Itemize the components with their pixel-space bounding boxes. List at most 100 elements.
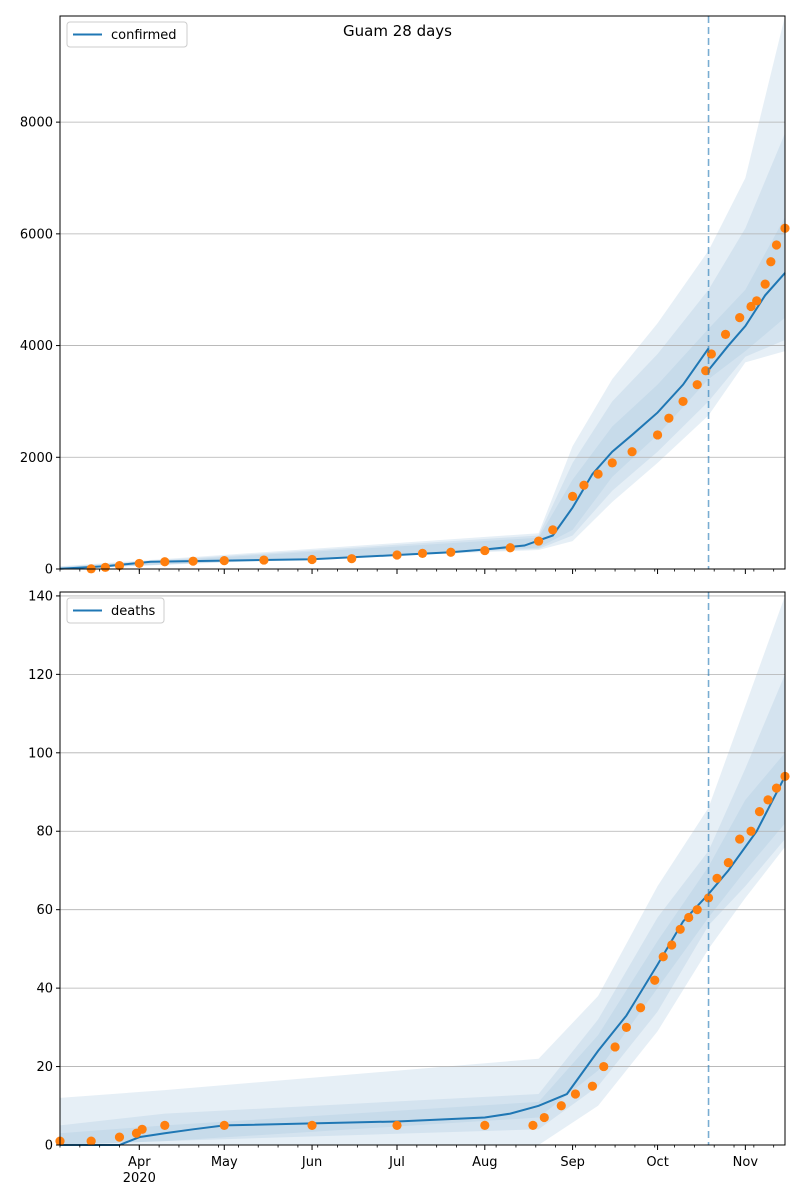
deaths-panel: 0 20 40 60 80 100 120 140 deaths — [28, 589, 790, 1154]
x-axis-month-labels: Apr May Jun Jul Aug Sep Oct Nov — [128, 1155, 758, 1170]
model-line-segment — [59, 347, 710, 570]
observed-point — [771, 240, 782, 250]
observed-point — [635, 1003, 646, 1013]
confirmed-panel: 0 2000 4000 6000 8000 confirmed Guam 28 days — [20, 15, 790, 578]
observed-point — [100, 562, 110, 572]
y-tick-label: 140 — [28, 589, 53, 604]
observed-point — [652, 430, 663, 440]
observed-point — [137, 1124, 147, 1134]
observed-point — [114, 561, 125, 571]
observed-point — [771, 783, 782, 793]
observed-point — [556, 1101, 566, 1111]
observed-point — [735, 834, 745, 844]
observed-point — [599, 1061, 609, 1072]
y-tick-label: 4000 — [20, 339, 53, 354]
confirmed-legend: confirmed — [66, 21, 188, 48]
observed-point — [86, 1136, 96, 1146]
observed-point — [259, 555, 269, 565]
observed-point — [650, 975, 660, 985]
x-month-label: Aug — [472, 1155, 497, 1170]
observed-point — [480, 1120, 490, 1130]
x-month-label: Apr — [128, 1155, 151, 1170]
confirmed-model-line — [59, 272, 786, 570]
confidence-band — [60, 674, 785, 1145]
x-month-label: Jun — [301, 1155, 322, 1170]
observed-point — [723, 858, 733, 868]
observed-point — [675, 924, 685, 934]
x-month-label: Sep — [560, 1155, 585, 1170]
observed-point — [752, 296, 762, 306]
confidence-band — [60, 16, 785, 569]
deaths-observed-points — [55, 771, 790, 1146]
observed-point — [627, 447, 637, 457]
observed-point — [114, 1132, 125, 1142]
observed-point — [678, 396, 688, 407]
observed-point — [219, 1120, 229, 1130]
observed-point — [539, 1112, 549, 1123]
confirmed-legend-label: confirmed — [111, 28, 177, 43]
observed-point — [570, 1089, 581, 1099]
y-tick-label: 0 — [45, 563, 53, 578]
observed-point — [417, 548, 428, 558]
y-tick-label: 0 — [45, 1139, 53, 1154]
observed-point — [307, 554, 317, 565]
observed-point — [160, 1120, 170, 1130]
observed-point — [760, 279, 770, 289]
observed-point — [480, 545, 490, 556]
y-tick-label: 40 — [36, 982, 53, 997]
observed-point — [754, 807, 765, 817]
confidence-band — [60, 217, 785, 569]
y-tick-label: 80 — [36, 825, 53, 840]
observed-point — [610, 1042, 620, 1052]
observed-point — [548, 525, 558, 535]
observed-point — [307, 1120, 317, 1130]
observed-point — [505, 543, 515, 553]
observed-point — [735, 313, 745, 323]
x-month-label: May — [211, 1155, 238, 1170]
confidence-band — [60, 752, 785, 1145]
deaths-legend: deaths — [66, 597, 165, 624]
deaths-confidence-bands — [60, 595, 785, 1145]
x-month-label: Nov — [733, 1155, 759, 1170]
observed-point — [607, 458, 617, 468]
observed-point — [392, 1120, 402, 1130]
observed-point — [712, 873, 722, 883]
observed-point — [692, 905, 702, 915]
observed-point — [579, 480, 589, 490]
observed-point — [658, 952, 668, 962]
y-tick-label: 8000 — [20, 116, 53, 131]
observed-point — [587, 1081, 598, 1091]
observed-point — [703, 893, 714, 903]
y-tick-label: 120 — [28, 668, 53, 683]
observed-point — [528, 1120, 538, 1130]
x-month-label: Jul — [388, 1155, 405, 1170]
confirmed-y-axis: 0 2000 4000 6000 8000 — [20, 116, 60, 578]
observed-point — [567, 491, 578, 501]
model-line-segment — [707, 272, 786, 371]
observed-point — [392, 550, 402, 560]
observed-point — [188, 556, 198, 566]
confirmed-plot-frame — [59, 15, 786, 570]
y-tick-label: 6000 — [20, 227, 53, 242]
x-month-label: Oct — [646, 1155, 668, 1170]
observed-point — [684, 912, 694, 923]
confidence-band — [60, 595, 785, 1145]
observed-point — [746, 826, 756, 836]
y-tick-label: 20 — [36, 1060, 53, 1075]
y-tick-label: 60 — [36, 903, 53, 918]
x-axis-year-label: 2020 — [123, 1171, 156, 1186]
y-tick-label: 100 — [28, 746, 53, 761]
observed-point — [664, 413, 674, 423]
observed-point — [593, 469, 603, 479]
observed-point — [347, 554, 357, 564]
deaths-plot-frame — [59, 591, 786, 1146]
observed-point — [766, 257, 776, 267]
observed-point — [534, 536, 544, 546]
observed-point — [621, 1022, 632, 1032]
deaths-legend-box — [66, 597, 165, 624]
observed-point — [720, 329, 731, 339]
y-tick-label: 2000 — [20, 451, 53, 466]
observed-point — [160, 557, 170, 567]
observed-point — [667, 940, 677, 950]
